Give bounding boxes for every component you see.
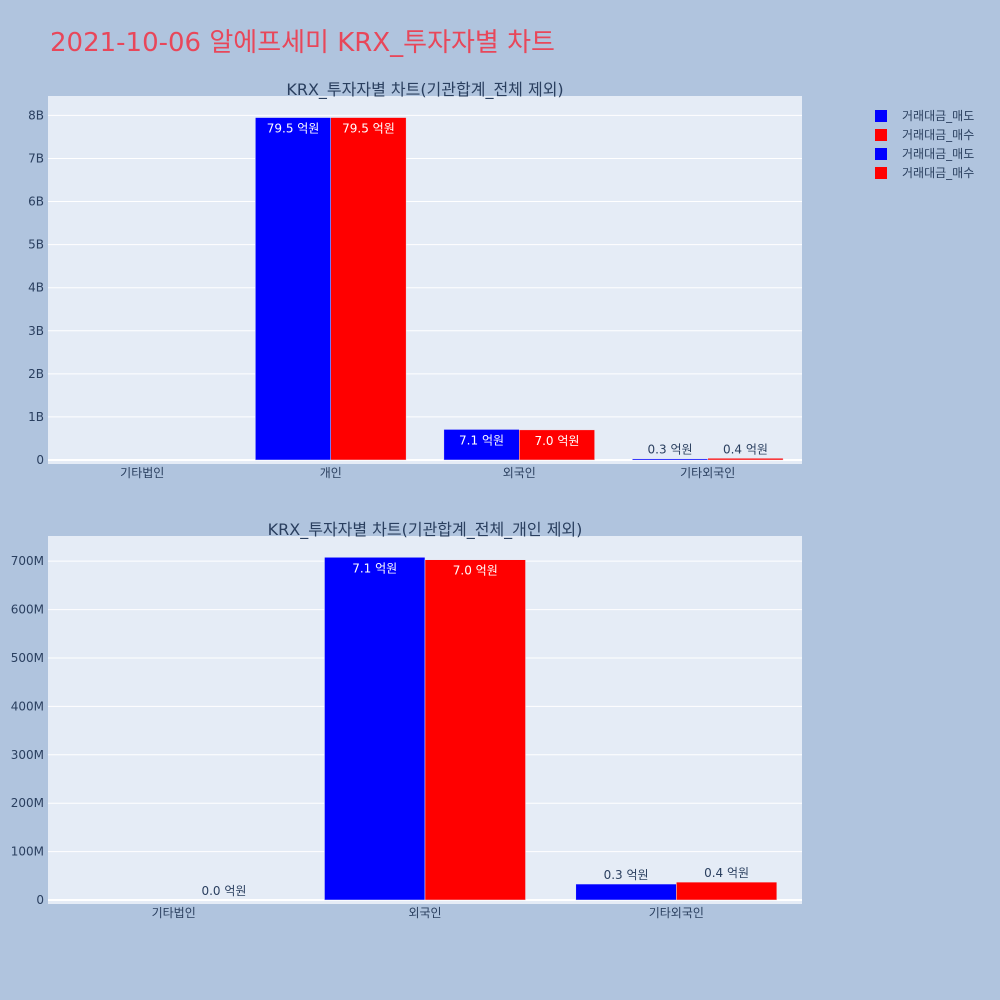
bar-value-label: 0.0 억원 (201, 884, 246, 898)
chart-title: KRX_투자자별 차트(기관합계_전체 제외) (286, 80, 563, 100)
bar-value-label: 79.5 억원 (267, 122, 320, 136)
y-tick-label: 3B (28, 324, 44, 338)
legend-item-sell-1[interactable]: 거래대금_매도 (875, 106, 974, 125)
legend-item-buy-1[interactable]: 거래대금_매수 (875, 125, 974, 144)
x-tick-label: 외국인 (408, 906, 441, 920)
bar-value-label: 0.4 억원 (704, 866, 749, 880)
legend-label-buy-1: 거래대금_매수 (902, 128, 975, 142)
x-tick-label: 외국인 (503, 466, 536, 480)
bar-buy (676, 881, 778, 901)
bar-sell (255, 117, 332, 461)
legend-swatch-buy-1 (875, 128, 887, 141)
legend-item-buy-2[interactable]: 거래대금_매수 (875, 163, 974, 182)
bar-buy (707, 458, 784, 461)
x-tick-label: 기타외국인 (649, 906, 704, 920)
y-tick-label: 6B (28, 195, 44, 209)
y-tick-label: 7B (28, 151, 44, 165)
y-tick-label: 0 (36, 893, 44, 907)
bar-value-label: 7.0 억원 (453, 564, 498, 578)
x-tick-label: 기타외국인 (680, 466, 735, 480)
y-tick-label: 600M (11, 603, 44, 617)
x-tick-label: 기타법인 (120, 466, 164, 480)
y-tick-label: 0 (36, 453, 44, 467)
legend-swatch-buy-2 (875, 166, 887, 179)
y-tick-label: 2B (28, 367, 44, 381)
page-title: 2021-10-06 알에프세미 KRX_투자자별 차트 (50, 28, 555, 58)
y-tick-label: 200M (11, 796, 44, 810)
y-tick-label: 100M (11, 845, 44, 859)
legend: 거래대금_매도 거래대금_매수 거래대금_매도 거래대금_매수 (875, 106, 974, 182)
y-tick-label: 700M (11, 554, 44, 568)
y-tick-label: 500M (11, 651, 44, 665)
bar-value-label: 0.4 억원 (723, 442, 768, 456)
legend-swatch-sell-1 (875, 109, 887, 122)
legend-swatch-sell-2 (875, 147, 887, 160)
chart-title: KRX_투자자별 차트(기관합계_전체_개인 제외) (268, 520, 583, 540)
bar-sell (324, 557, 426, 901)
x-tick-label: 개인 (320, 466, 342, 480)
plot-area-1 (48, 96, 802, 464)
y-tick-label: 5B (28, 238, 44, 252)
y-tick-label: 1B (28, 410, 44, 424)
y-tick-label: 300M (11, 748, 44, 762)
bar-value-label: 7.0 억원 (534, 434, 579, 448)
legend-label-sell-1: 거래대금_매도 (902, 109, 975, 123)
legend-label-sell-2: 거래대금_매도 (902, 147, 975, 161)
bar-value-label: 0.3 억원 (648, 443, 693, 457)
bar-value-label: 0.3 억원 (604, 868, 649, 882)
x-tick-label: 기타법인 (152, 906, 196, 920)
y-tick-label: 8B (28, 108, 44, 122)
bar-buy (330, 117, 407, 461)
bar-value-label: 7.1 억원 (459, 433, 504, 447)
bar-buy (519, 429, 595, 461)
bar-value-label: 79.5 억원 (342, 122, 395, 136)
bar-sell (575, 883, 677, 901)
bar-value-label: 7.1 억원 (352, 561, 397, 575)
bar-buy (424, 559, 526, 901)
legend-label-buy-2: 거래대금_매수 (902, 166, 975, 180)
y-tick-label: 4B (28, 281, 44, 295)
bar-sell (443, 429, 520, 461)
y-tick-label: 400M (11, 699, 44, 713)
legend-item-sell-2[interactable]: 거래대금_매도 (875, 144, 974, 163)
bar-sell (632, 458, 708, 461)
